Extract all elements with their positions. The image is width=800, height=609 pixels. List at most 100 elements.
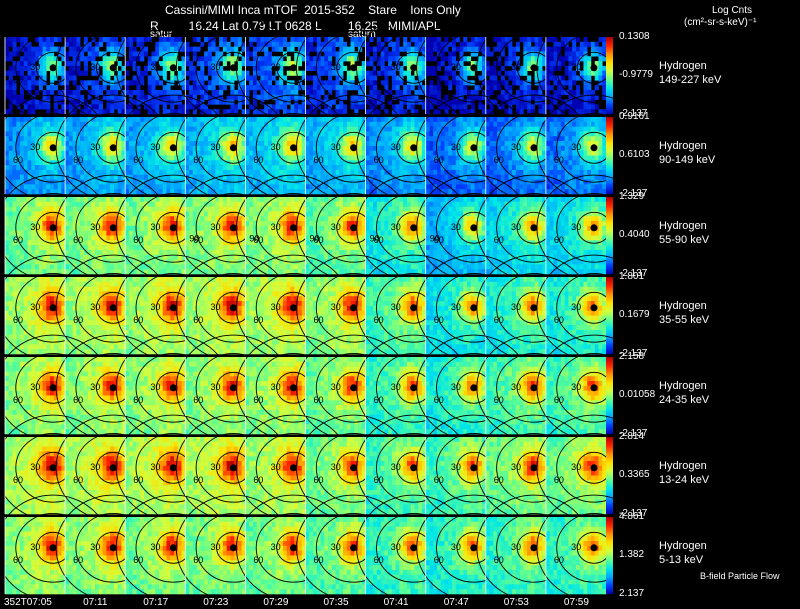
heatmap-cell: [343, 46, 348, 52]
heatmap-cell: [549, 70, 554, 76]
heatmap-cell: [504, 80, 509, 86]
heatmap-cell: [76, 160, 81, 166]
heatmap-cell: [482, 51, 487, 57]
heatmap-cell: [500, 141, 505, 147]
heatmap-cell: [140, 70, 145, 76]
heatmap-cell: [207, 85, 212, 91]
heatmap-cell: [328, 75, 333, 81]
heatmap-cell: [590, 150, 596, 156]
heatmap-cell: [279, 117, 284, 123]
heatmap-cell: [177, 160, 182, 166]
heatmap-cell: [316, 174, 321, 180]
heatmap-cell: [436, 99, 442, 105]
heatmap-cell: [23, 75, 28, 81]
heatmap-cell: [403, 94, 408, 100]
heatmap-cell: [429, 145, 434, 151]
heatmap-cell: [12, 169, 17, 176]
heatmap-cell: [594, 121, 599, 127]
heatmap-cell: [365, 136, 370, 142]
heatmap-cell: [147, 61, 152, 67]
heatmap-cell: [568, 189, 573, 195]
heatmap-cell: [279, 70, 284, 76]
heatmap-cell: [87, 89, 92, 96]
heatmap-cell: [166, 56, 171, 62]
heatmap-cell: [215, 99, 220, 105]
heatmap-cell: [12, 165, 17, 171]
heatmap-cell: [583, 46, 588, 52]
heatmap-cell: [102, 80, 107, 86]
heatmap-cell: [512, 99, 517, 105]
heatmap-cell: [500, 184, 505, 190]
heatmap-cell: [590, 155, 596, 161]
heatmap-cell: [572, 41, 577, 47]
heatmap-cell: [549, 61, 554, 67]
heatmap-cell: [23, 230, 28, 236]
heatmap-cell: [50, 235, 55, 241]
heatmap-cell: [331, 165, 336, 171]
saturn-marker: [470, 64, 478, 72]
heatmap-cell: [16, 221, 21, 227]
heatmap-cell: [406, 75, 411, 81]
heatmap-cell: [297, 117, 303, 123]
heatmap-cell: [504, 155, 509, 161]
heatmap-cell: [159, 169, 164, 176]
heatmap-cell: [132, 155, 137, 161]
heatmap-cell: [399, 117, 404, 123]
heatmap-cell: [297, 136, 303, 142]
heatmap-cell: [196, 56, 201, 62]
heatmap-cell: [463, 117, 468, 123]
heatmap-cell: [448, 51, 453, 57]
heatmap-cell: [463, 89, 468, 96]
heatmap-cell: [421, 85, 426, 91]
heatmap-cell: [373, 109, 378, 115]
heatmap-cell: [200, 169, 205, 176]
heatmap-cell: [343, 150, 348, 156]
heatmap-cell: [136, 104, 141, 110]
heatmap-cell: [410, 136, 415, 142]
heatmap-cell: [65, 80, 70, 86]
heatmap-cell: [282, 94, 288, 100]
heatmap-cell: [8, 169, 13, 176]
heatmap-cell: [433, 46, 438, 52]
heatmap-cell: [391, 117, 396, 123]
heatmap-cell: [16, 254, 21, 260]
heatmap-cell: [170, 94, 175, 100]
heatmap-cell: [267, 169, 272, 176]
heatmap-cell: [433, 179, 438, 185]
heatmap-cell: [282, 109, 288, 115]
heatmap-cell: [16, 131, 21, 137]
heatmap-cell: [23, 160, 28, 166]
heatmap-cell: [12, 141, 17, 147]
heatmap-cell: [136, 136, 141, 142]
heatmap-cell: [519, 89, 524, 96]
heatmap-cell: [444, 75, 449, 81]
heatmap-cell: [53, 75, 58, 81]
heatmap-cell: [515, 169, 520, 176]
heatmap-cell: [376, 136, 381, 142]
heatmap-cell: [143, 117, 149, 123]
heatmap-cell: [177, 174, 182, 180]
heatmap-cell: [316, 169, 321, 176]
heatmap-cell: [301, 189, 306, 195]
heatmap-cell: [361, 89, 366, 96]
heatmap-cell: [380, 160, 385, 166]
heatmap-cell: [136, 37, 141, 43]
heatmap-cell: [523, 117, 528, 123]
heatmap-cell: [222, 174, 227, 180]
heatmap-cell: [87, 211, 92, 217]
heatmap-cell: [290, 70, 295, 76]
heatmap-cell: [301, 184, 306, 190]
heatmap-cell: [598, 121, 603, 127]
heatmap-cell: [20, 211, 25, 217]
heatmap-cell: [46, 141, 51, 147]
heatmap-cell: [50, 249, 55, 256]
heatmap-cell: [358, 169, 363, 176]
heatmap-cell: [545, 85, 550, 91]
heatmap-cell: [485, 184, 490, 190]
heatmap-cell: [286, 131, 291, 137]
heatmap-cell: [489, 89, 494, 96]
heatmap-cell: [504, 85, 509, 91]
heatmap-cell: [568, 126, 573, 132]
heatmap-cell: [523, 61, 528, 67]
heatmap-cell: [196, 150, 201, 156]
